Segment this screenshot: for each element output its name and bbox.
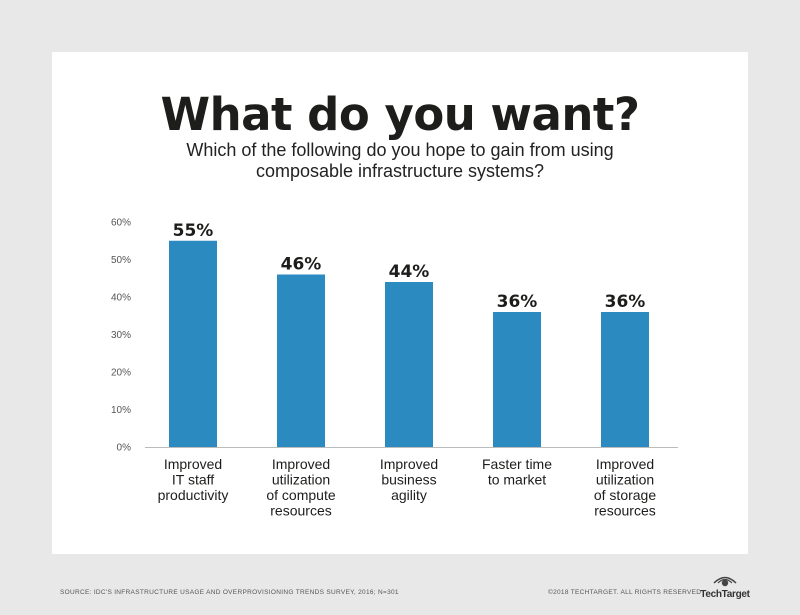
category-label-line: IT staff: [172, 472, 214, 488]
category-label-line: Improved: [164, 456, 222, 472]
category-label-line: resources: [270, 503, 331, 519]
category-label-line: utilization: [272, 472, 330, 488]
y-tick-label: 60%: [111, 218, 131, 229]
category-label-line: resources: [594, 503, 655, 519]
subtitle-line-1: Which of the following do you hope to ga…: [186, 140, 614, 160]
data-label: 46%: [281, 255, 322, 275]
category-label-line: Improved: [380, 456, 438, 472]
category-label: Improved utilization of compute resources: [266, 456, 335, 519]
eye-icon: [713, 576, 737, 587]
category-label: Improved business agility: [380, 456, 438, 503]
chart-subtitle: Which of the following do you hope to ga…: [150, 140, 650, 182]
data-label: 44%: [389, 262, 430, 282]
category-label-line: Faster time: [482, 456, 552, 472]
category-label-line: to market: [488, 472, 546, 488]
data-label: 36%: [497, 292, 538, 312]
y-tick-label: 20%: [111, 368, 131, 379]
category-label: Improved utilization of storage resources: [594, 456, 656, 519]
y-tick-label: 30%: [111, 330, 131, 341]
bar-chart: 0%10%20%30%40%50%60% 55%Improved IT staff p…: [111, 218, 678, 519]
category-label-line: Improved: [272, 456, 330, 472]
chart-title: What do you want?: [160, 88, 640, 141]
category-label-line: business: [381, 472, 436, 488]
techtarget-logo: TechTarget: [700, 573, 750, 609]
bar: [385, 282, 433, 447]
y-tick-label: 0%: [117, 443, 132, 454]
bar: [169, 240, 217, 447]
category-label: Improved IT staff productivity: [158, 456, 229, 503]
y-tick-label: 40%: [111, 293, 131, 304]
category-label: Faster time to market: [482, 456, 552, 488]
category-label-line: productivity: [158, 487, 229, 503]
source-note: SOURCE: IDC'S INFRASTRUCTURE USAGE AND O…: [60, 589, 399, 596]
bar: [493, 312, 541, 447]
data-label: 55%: [173, 221, 214, 241]
category-label-line: of compute: [266, 487, 335, 503]
logo-text: TechTarget: [700, 589, 750, 600]
data-label: 36%: [605, 292, 646, 312]
bar: [601, 312, 649, 447]
copyright-note: ©2018 TECHTARGET. ALL RIGHTS RESERVED: [548, 589, 702, 596]
category-label-line: of storage: [594, 487, 656, 503]
y-tick-label: 50%: [111, 255, 131, 266]
category-label-line: Improved: [596, 456, 654, 472]
category-label-line: agility: [391, 487, 427, 503]
bar: [277, 274, 325, 447]
subtitle-line-2: composable infrastructure systems?: [255, 161, 545, 181]
y-tick-label: 10%: [111, 405, 131, 416]
category-label-line: utilization: [596, 472, 654, 488]
